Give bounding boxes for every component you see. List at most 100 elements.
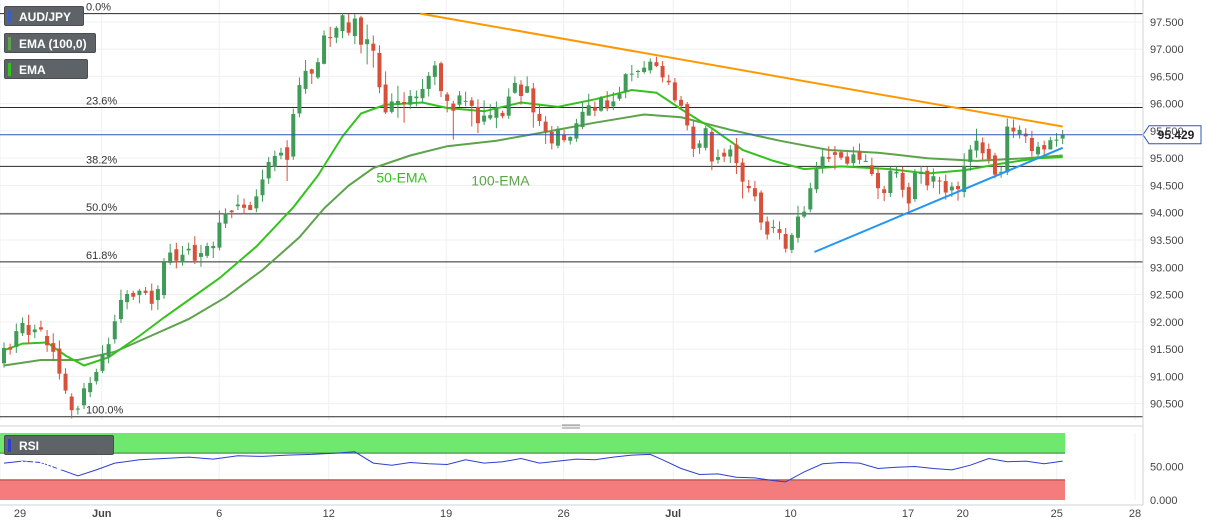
candle-body [839, 152, 844, 158]
rsi-tick-label: 0.000 [1150, 495, 1178, 507]
candle-body [672, 82, 677, 101]
candle-body [980, 142, 985, 154]
time-tick-label: 12 [323, 508, 335, 520]
candle-body [777, 229, 782, 233]
ema100-line [3, 113, 1063, 367]
price-pane-background [0, 0, 1143, 420]
rsi-legend[interactable]: RSI (14,70,30,1) [4, 435, 114, 473]
candle-body [802, 211, 807, 217]
candle-body [383, 84, 388, 113]
candle-body [352, 18, 357, 36]
candle-body [605, 100, 610, 109]
candle-body [654, 62, 659, 66]
price-tick-label: 93.500 [1150, 235, 1184, 247]
time-tick-label: Jul [665, 508, 681, 520]
candle-body [26, 325, 31, 335]
candle-body [1005, 126, 1010, 173]
candle-body [192, 244, 197, 261]
candle-body [254, 196, 259, 209]
candle-body [162, 262, 167, 296]
price-tick-label: 97.000 [1150, 44, 1184, 56]
candle-body [20, 322, 25, 334]
candle-body [974, 140, 979, 151]
ema100-color-swatch [8, 37, 11, 50]
fib-level-label: 50.0% [86, 202, 117, 214]
symbol-legend[interactable]: AUD/JPY [4, 6, 84, 26]
price-tick-label: 92.500 [1150, 290, 1184, 302]
price-tick-label: 96.000 [1150, 99, 1184, 111]
ema100-legend[interactable]: EMA (100,0) [4, 33, 96, 53]
candle-body [888, 170, 893, 194]
rsi-tick-label: 50.000 [1150, 462, 1184, 474]
rsi-label: RSI (14,70,30,1) [19, 439, 84, 473]
candle-body [519, 84, 524, 96]
candle-body [740, 162, 745, 182]
candle-body [820, 156, 825, 168]
candle-body [278, 152, 283, 156]
candle-body [229, 210, 234, 213]
candle-body [1042, 145, 1047, 150]
candle-body [746, 186, 751, 189]
candle-body [94, 372, 99, 382]
candle-body [463, 100, 468, 102]
candle-body [217, 222, 222, 248]
candle-body [389, 101, 394, 112]
candle-body [845, 156, 850, 164]
candle-body [531, 88, 536, 113]
candle-body [414, 96, 419, 99]
candle-body [125, 294, 130, 303]
candle-body [8, 347, 13, 350]
candle-body [457, 95, 462, 105]
ema50-legend[interactable]: EMA (50,0) [4, 59, 88, 97]
candle-body [242, 204, 247, 208]
candle-body [309, 69, 314, 74]
candle-body [623, 74, 628, 92]
candle-body [943, 181, 948, 193]
grid-group [0, 0, 1143, 500]
candle-body [180, 254, 185, 263]
candle-body [592, 107, 597, 111]
candle-body [328, 37, 333, 39]
candle-body [931, 176, 936, 182]
candle-body [759, 192, 764, 223]
candle-body [57, 348, 62, 374]
candle-body [260, 179, 265, 196]
candle-body [648, 61, 653, 71]
price-tick-label: 97.500 [1150, 17, 1184, 29]
candle-body [697, 143, 702, 148]
candle-body [543, 121, 548, 132]
candle-body [439, 63, 444, 92]
candle-body [75, 408, 80, 410]
fibonacci-group: 0.0% 23.6% 38.2% 50.0% 61.8% 100.0% [0, 2, 1143, 418]
candle-body [685, 104, 690, 126]
candle-body [876, 172, 881, 189]
fib-level-label: 38.2% [86, 154, 117, 166]
candle-body [986, 148, 991, 160]
price-tick-label: 96.500 [1150, 71, 1184, 83]
candle-body [106, 344, 111, 357]
candle-body [2, 348, 6, 364]
candle-body [808, 188, 813, 210]
candle-body [949, 186, 954, 191]
candle-body [340, 15, 345, 32]
time-tick-label: 26 [557, 508, 569, 520]
candle-body [611, 101, 616, 107]
candle-body [38, 327, 43, 330]
candle-body [1060, 134, 1065, 139]
candle-body [432, 65, 437, 77]
candle-body [155, 289, 160, 300]
candle-body [420, 88, 425, 99]
fib-level-label: 0.0% [86, 2, 111, 14]
candle-body [857, 151, 862, 160]
50-ema-label: 50-EMA [376, 170, 427, 186]
candle-body [771, 226, 776, 228]
candle-body [851, 154, 856, 164]
candle-body [999, 171, 1004, 173]
candle-body [174, 249, 179, 261]
candle-body [599, 98, 604, 111]
candle-body [956, 186, 961, 190]
candle-body [826, 157, 831, 159]
candle-body [69, 396, 74, 411]
candle-body [765, 221, 770, 235]
